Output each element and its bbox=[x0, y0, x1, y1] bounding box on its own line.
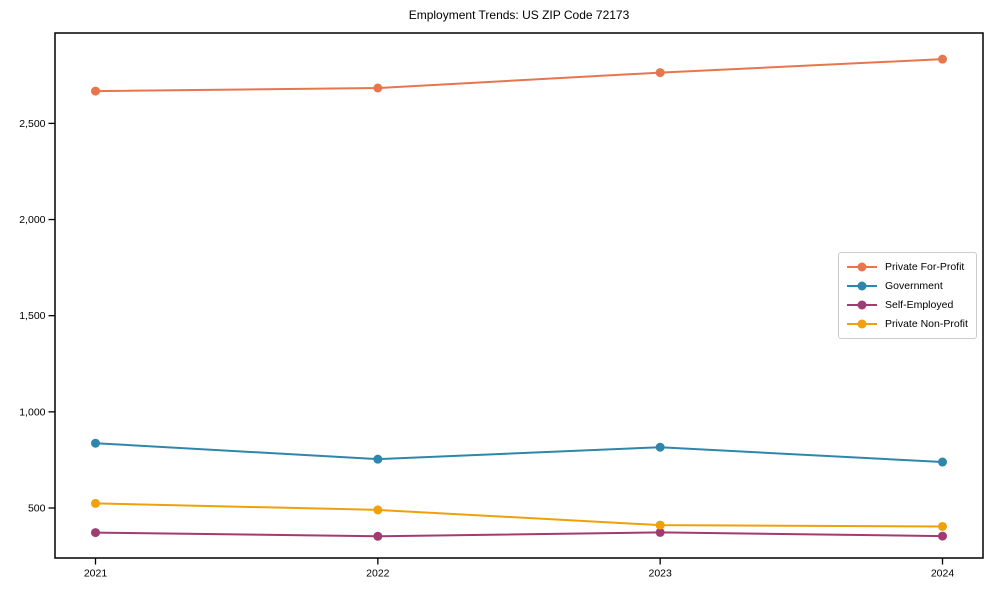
y-tick-label: 1,500 bbox=[19, 310, 45, 322]
legend-item: Government bbox=[846, 277, 969, 296]
x-tick-label: 2024 bbox=[931, 568, 955, 580]
legend-line-marker-icon bbox=[847, 319, 877, 329]
y-tick-label: 2,000 bbox=[19, 214, 45, 226]
data-point-marker bbox=[91, 438, 100, 448]
y-tick-label: 1,000 bbox=[19, 406, 45, 418]
chart-title: Employment Trends: US ZIP Code 72173 bbox=[408, 8, 630, 22]
legend-label: Government bbox=[885, 280, 943, 293]
data-point-marker bbox=[91, 528, 100, 538]
series-line-private-for-profit bbox=[94, 58, 944, 93]
data-point-marker bbox=[938, 54, 947, 64]
x-tick-label: 2021 bbox=[84, 568, 108, 580]
data-point-marker bbox=[655, 520, 665, 530]
legend-line-marker-icon bbox=[847, 262, 877, 272]
data-point-marker bbox=[373, 454, 383, 464]
legend-line-marker-icon bbox=[847, 281, 877, 291]
y-tick-label: 2,500 bbox=[19, 118, 45, 130]
data-point-marker bbox=[91, 86, 100, 96]
data-point-marker bbox=[938, 531, 947, 541]
legend-label: Private Non-Profit bbox=[885, 317, 968, 330]
data-point-marker bbox=[373, 83, 383, 93]
legend: Private For-Profit Government Self-Employe… bbox=[838, 252, 977, 339]
data-point-marker bbox=[938, 457, 947, 467]
legend-line-marker-icon bbox=[847, 300, 877, 310]
series-line-government bbox=[94, 442, 944, 464]
legend-item: Private Non-Profit bbox=[846, 314, 969, 333]
data-point-marker bbox=[373, 505, 383, 515]
x-tick-label: 2023 bbox=[648, 568, 672, 580]
series-line-private-non-profit bbox=[94, 502, 944, 528]
data-point-marker bbox=[91, 498, 100, 508]
legend-label: Self-Employed bbox=[885, 298, 954, 311]
legend-label: Private For-Profit bbox=[885, 261, 965, 274]
data-point-marker bbox=[373, 531, 383, 541]
data-point-marker bbox=[938, 521, 947, 531]
data-point-marker bbox=[655, 527, 665, 537]
x-tick-label: 2022 bbox=[366, 568, 390, 580]
legend-item: Private For-Profit bbox=[846, 258, 969, 277]
axes-frame bbox=[54, 32, 984, 559]
series-line-self-employed bbox=[94, 531, 944, 538]
data-point-marker bbox=[655, 442, 665, 452]
legend-item: Self-Employed bbox=[846, 296, 969, 315]
y-tick-label: 500 bbox=[28, 503, 46, 515]
data-point-marker bbox=[655, 68, 665, 78]
